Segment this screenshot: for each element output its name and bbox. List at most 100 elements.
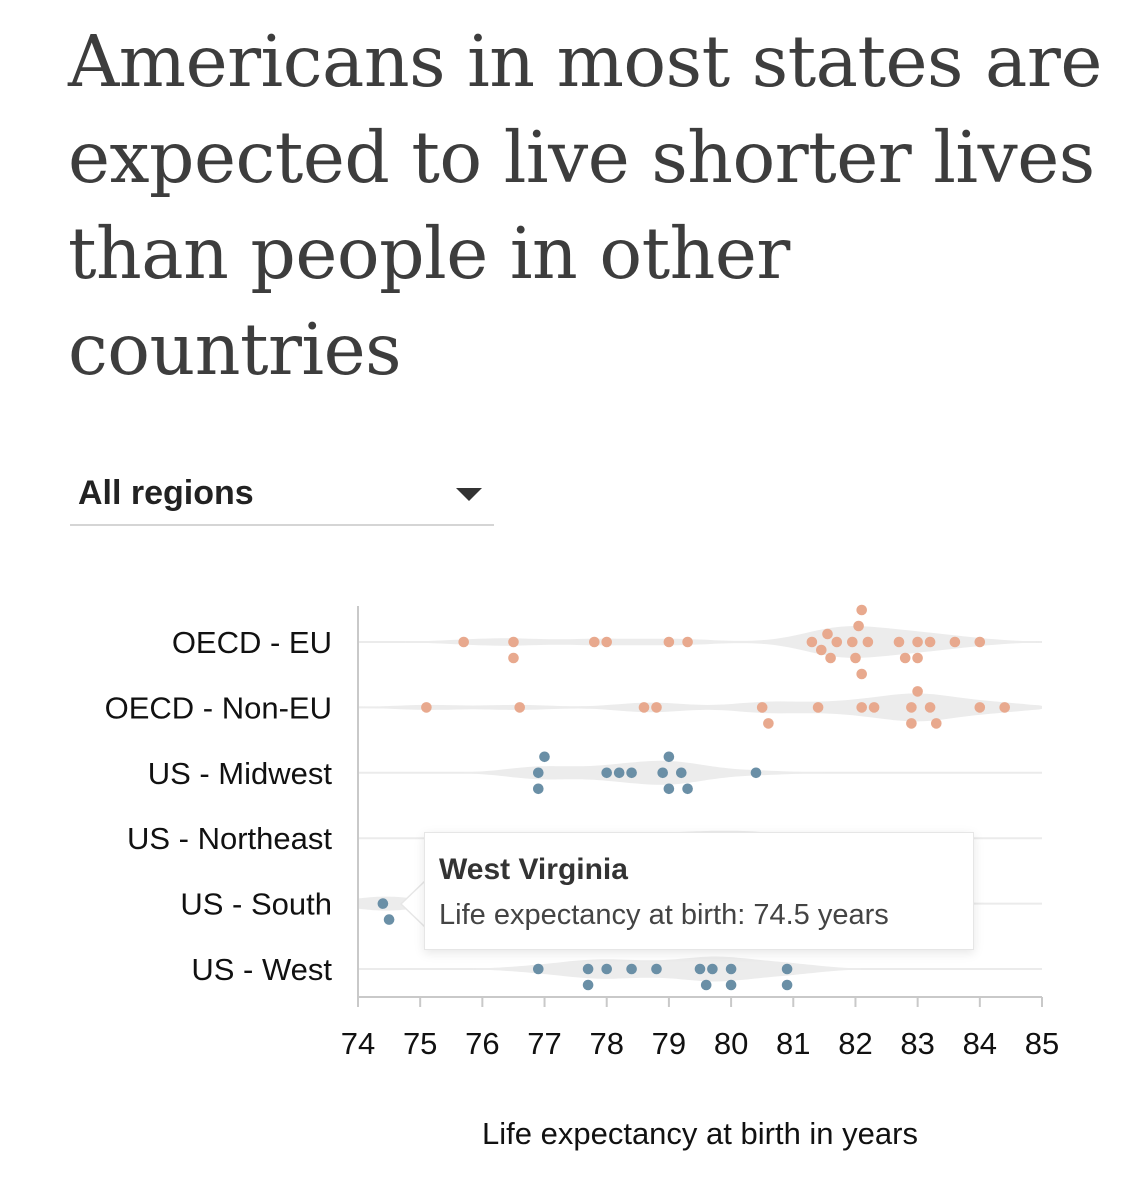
data-point <box>906 702 917 713</box>
data-point <box>893 636 905 648</box>
data-point <box>924 702 936 713</box>
data-point <box>601 636 612 648</box>
data-point <box>626 963 637 975</box>
data-point <box>816 644 827 656</box>
data-point <box>974 702 986 713</box>
data-point <box>533 767 544 779</box>
x-axis-title: Life expectancy at birth in years <box>482 1116 918 1151</box>
data-point <box>508 636 519 648</box>
data-point <box>582 963 594 975</box>
data-point <box>974 636 986 648</box>
data-point <box>856 604 867 616</box>
data-point <box>856 702 867 713</box>
data-point <box>781 963 793 975</box>
data-point <box>899 652 911 664</box>
headline: Americans in most states are expected to… <box>68 20 1102 391</box>
x-tick-label: 82 <box>838 1026 872 1061</box>
data-point <box>781 979 793 991</box>
data-point <box>763 718 774 729</box>
data-point <box>862 636 874 648</box>
data-point <box>847 636 858 648</box>
data-point <box>822 628 833 640</box>
x-tick-label: 81 <box>776 1026 810 1061</box>
data-point <box>638 702 650 713</box>
region-filter-label: All regions <box>78 474 254 512</box>
violin-us-midwest <box>463 760 831 785</box>
data-point <box>383 914 395 925</box>
x-tick-label: 74 <box>341 1026 375 1061</box>
data-point <box>601 767 612 779</box>
data-point <box>533 963 544 975</box>
data-point <box>806 636 818 648</box>
data-point <box>651 963 662 975</box>
data-point <box>725 963 737 975</box>
data-point <box>676 767 687 779</box>
row-label-us-west: US - West <box>191 952 332 987</box>
row-label-oecd-eu: OECD - EU <box>172 625 332 660</box>
data-point <box>601 963 612 975</box>
data-point <box>682 783 693 795</box>
violin-us-west <box>463 956 862 982</box>
data-point <box>700 979 712 991</box>
violin-oecd-eu <box>389 626 1043 658</box>
x-tick-label: 80 <box>714 1026 748 1061</box>
data-point <box>663 751 675 763</box>
data-point <box>421 702 432 713</box>
data-point <box>868 702 880 713</box>
data-point <box>906 718 917 729</box>
data-point <box>756 702 768 713</box>
x-tick-label: 76 <box>465 1026 499 1061</box>
data-point <box>539 751 550 763</box>
data-point <box>853 620 864 632</box>
data-point <box>707 963 718 975</box>
x-tick-label: 83 <box>900 1026 934 1061</box>
data-point <box>663 783 675 795</box>
data-point <box>831 636 843 648</box>
data-point <box>825 652 836 664</box>
data-point <box>626 767 637 779</box>
data-point <box>458 636 470 648</box>
data-point <box>613 767 625 779</box>
x-tick-label: 84 <box>963 1026 997 1061</box>
data-point <box>856 668 867 680</box>
data-point <box>694 963 706 975</box>
x-tick-label: 77 <box>527 1026 561 1061</box>
data-point <box>924 636 936 648</box>
data-point <box>725 979 737 991</box>
data-point <box>682 636 693 648</box>
data-point <box>912 652 923 664</box>
tooltip: West Virginia Life expectancy at birth: … <box>424 832 974 950</box>
tooltip-arrow-fill <box>402 882 425 926</box>
region-filter-dropdown[interactable]: All regions <box>70 466 494 526</box>
data-point <box>750 767 762 779</box>
data-point <box>514 702 525 713</box>
data-point <box>999 702 1010 713</box>
data-point <box>912 686 923 697</box>
row-label-oecd-non-eu: OECD - Non-EU <box>105 690 332 725</box>
data-point <box>663 636 675 648</box>
data-point <box>850 652 861 664</box>
x-tick-label: 79 <box>652 1026 686 1061</box>
data-point <box>812 702 824 713</box>
data-point <box>508 652 519 664</box>
x-tick-label: 78 <box>589 1026 623 1061</box>
x-tick-label: 75 <box>403 1026 437 1061</box>
data-point <box>931 718 942 729</box>
x-tick-label: 85 <box>1025 1026 1059 1061</box>
data-point <box>651 702 662 713</box>
row-label-us-south: US - South <box>180 887 332 922</box>
tooltip-body: Life expectancy at birth: 74.5 years <box>439 899 889 931</box>
row-label-us-midwest: US - Midwest <box>148 756 333 791</box>
data-point <box>582 979 594 991</box>
violin-oecd-non-eu <box>358 693 1042 722</box>
tooltip-title: West Virginia <box>439 853 628 886</box>
data-point <box>533 783 544 795</box>
life-expectancy-chart: OECD - EU OECD - Non-EU US - Midwest US - N… <box>105 604 1059 1151</box>
data-point <box>949 636 961 648</box>
data-point <box>912 636 923 648</box>
caret-down-icon <box>456 488 482 501</box>
data-point <box>657 767 668 779</box>
data-point <box>589 636 600 648</box>
data-point <box>377 898 389 909</box>
row-label-us-northeast: US - Northeast <box>127 821 332 856</box>
